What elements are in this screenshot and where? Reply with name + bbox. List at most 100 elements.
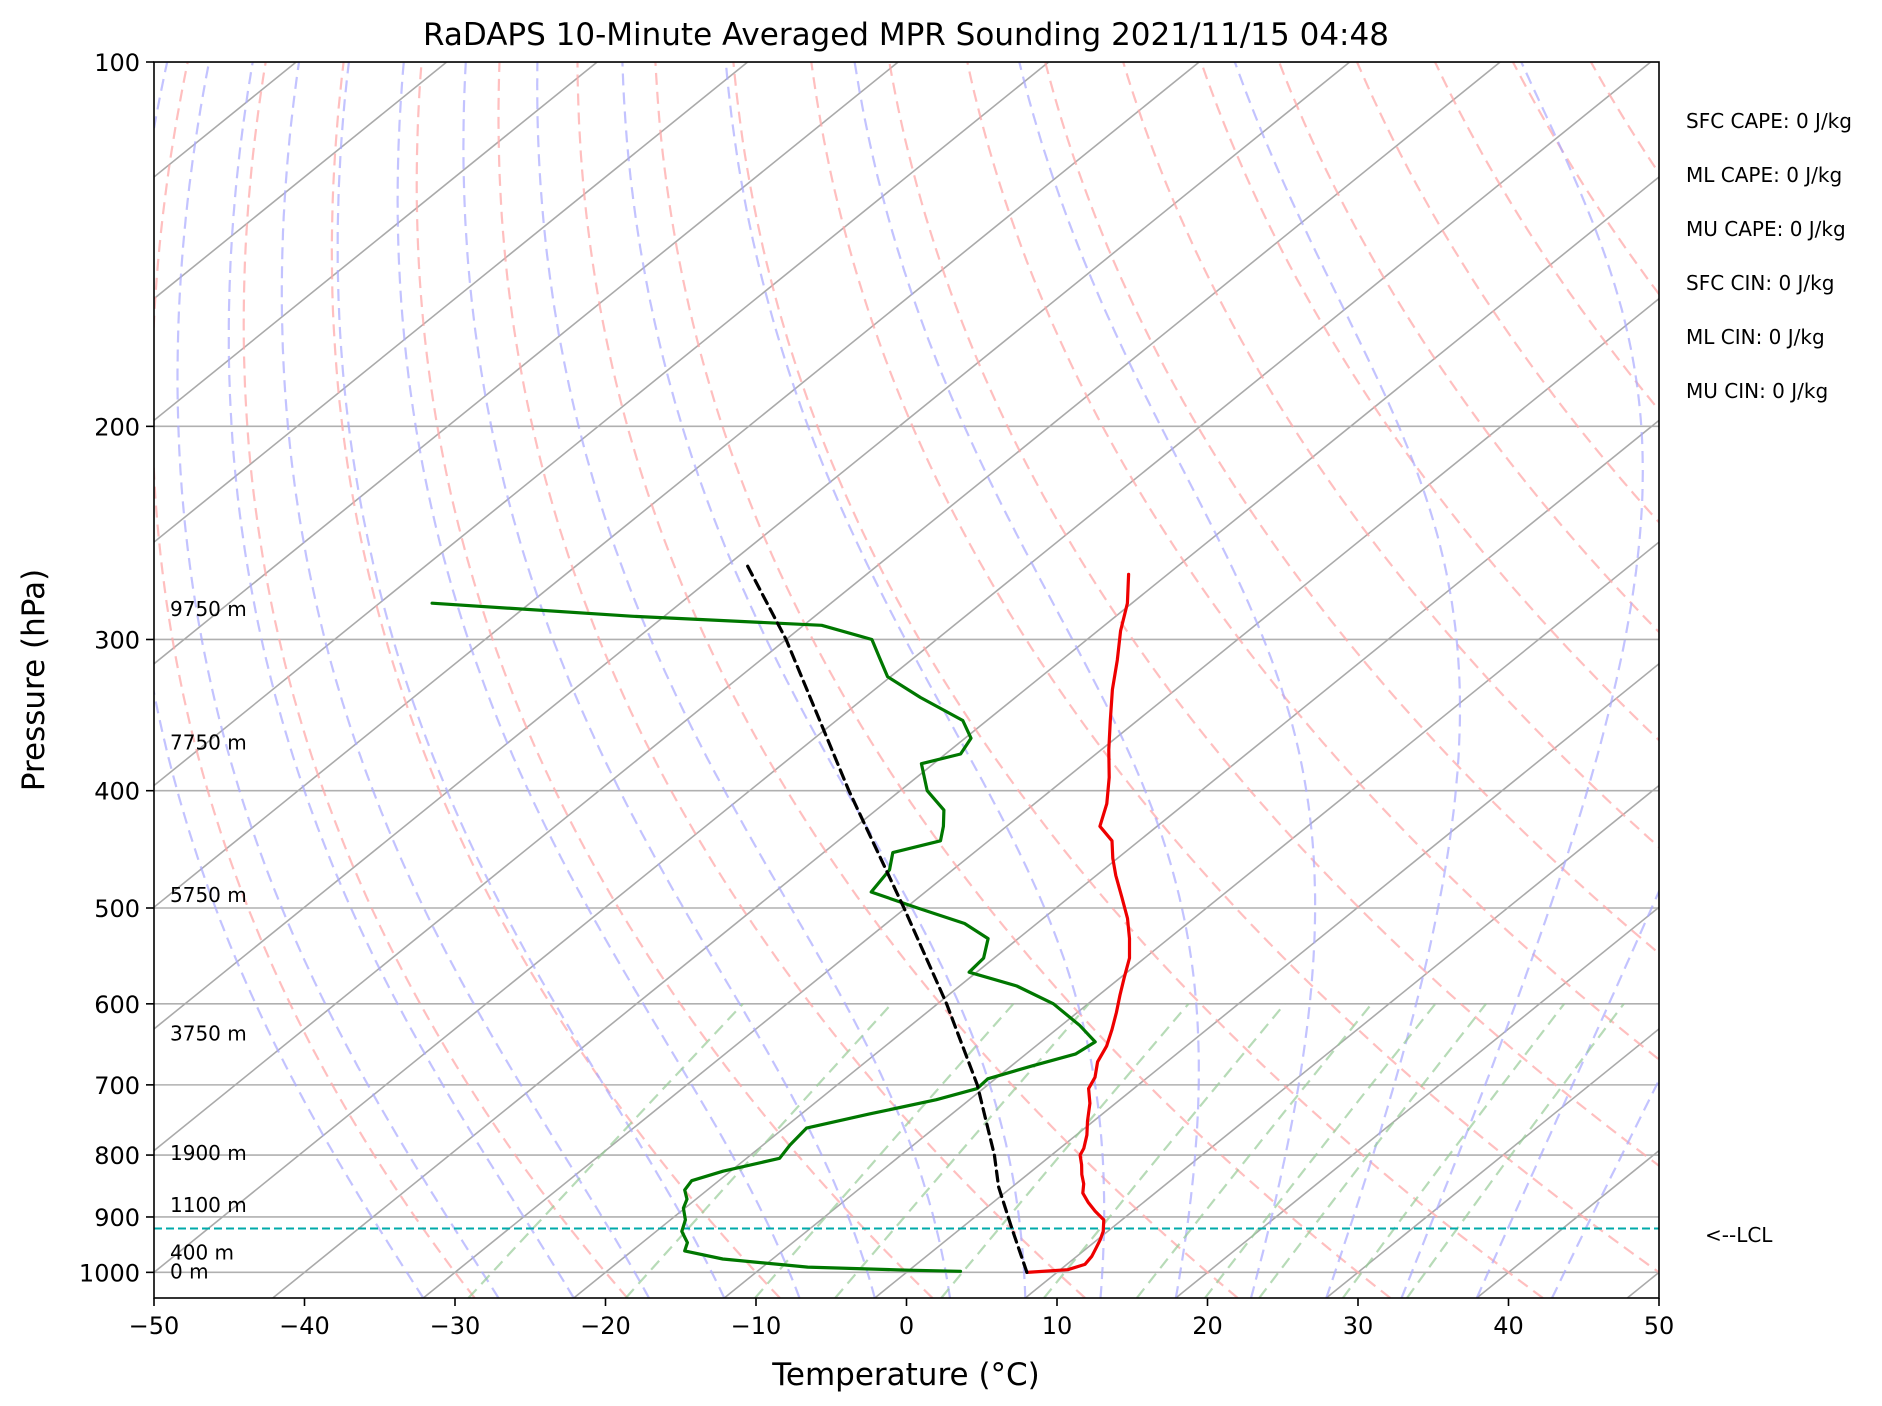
x-tick-label: −20 (580, 1312, 631, 1340)
dry-adiabat-line (1200, 62, 1659, 742)
mixing-ratio-line (624, 1003, 893, 1298)
isotherm-line (154, 62, 749, 544)
isotherm-line (154, 62, 1050, 787)
dry-adiabat-line (576, 62, 1239, 1298)
isotherm-line (154, 62, 598, 422)
moist-adiabat-line (853, 62, 1200, 1298)
moist-adiabat-line (536, 62, 952, 1298)
dry-adiabat-line (888, 62, 1659, 1168)
y-tick-label: 1000 (79, 1259, 140, 1287)
isotherm-line (422, 297, 1659, 1298)
height-label: 400 m (170, 1241, 234, 1265)
height-label: 1900 m (170, 1141, 247, 1165)
temperature-line (1025, 572, 1132, 1274)
isotherm-line (1325, 1027, 1659, 1298)
isotherm-line (154, 62, 1652, 1274)
dry-adiabat-lines (154, 62, 1659, 1298)
dry-adiabat-line (415, 62, 934, 1298)
mixing-ratio-line (467, 1003, 744, 1298)
moist-adiabat-line (227, 62, 575, 1298)
isotherm-line (1175, 906, 1659, 1298)
parcel-line (745, 562, 1029, 1274)
lcl-label: <--LCL (1705, 1223, 1773, 1247)
isotherm-line (154, 62, 1501, 1152)
x-tick-label: −40 (279, 1312, 330, 1340)
x-tick-label: 20 (1192, 1312, 1223, 1340)
isotherm-line (154, 62, 1200, 909)
y-tick-label: 600 (94, 991, 140, 1019)
y-tick-label: 800 (94, 1142, 140, 1170)
moist-adiabat-lines (154, 62, 1659, 1298)
moist-adiabat-line (1551, 1077, 1659, 1298)
isotherm-line (874, 662, 1659, 1298)
moist-adiabat-line (462, 62, 876, 1298)
stability-index: SFC CIN: 0 J/kg (1686, 271, 1834, 295)
x-axis-ticks: −50 −40 −30 −20 −10 0 10 20 30 40 50 (129, 1298, 1675, 1340)
x-tick-label: −50 (129, 1312, 180, 1340)
dewpoint-line (430, 601, 1097, 1273)
y-axis-label: Pressure (hPa) (16, 569, 52, 791)
isotherm-line (1024, 784, 1659, 1298)
stability-index: MU CAPE: 0 J/kg (1686, 217, 1846, 241)
y-tick-label: 200 (94, 413, 140, 441)
y-tick-label: 400 (94, 778, 140, 806)
mixing-ratio-line (1043, 1003, 1286, 1298)
dry-adiabat-line (966, 62, 1659, 1061)
moist-adiabat-line (724, 62, 1106, 1298)
x-tick-label: −30 (430, 1312, 481, 1340)
moist-adiabat-line (336, 62, 726, 1298)
mixing-ratio-line (1204, 1003, 1437, 1298)
moist-adiabat-line (396, 62, 801, 1298)
isotherm-line (272, 175, 1659, 1298)
moist-adiabat-line (1233, 62, 1462, 1298)
dry-adiabat-line (1044, 62, 1659, 955)
x-tick-label: 50 (1644, 1312, 1675, 1340)
mixing-ratio-line (834, 1003, 1090, 1298)
height-label: 5750 m (170, 883, 247, 907)
x-tick-label: 0 (899, 1312, 914, 1340)
y-tick-label: 900 (94, 1204, 140, 1232)
isotherm-line (154, 62, 1351, 1030)
y-tick-label: 500 (94, 895, 140, 923)
mixing-ratio-lines (467, 1003, 1625, 1298)
y-tick-label: 100 (94, 49, 140, 77)
dry-adiabat-line (154, 62, 476, 1298)
x-tick-label: 40 (1493, 1312, 1524, 1340)
mixing-ratio-line (1135, 1003, 1373, 1298)
stability-indices: SFC CAPE: 0 J/kg ML CAPE: 0 J/kg MU CAPE: … (1686, 109, 1852, 403)
x-tick-label: −10 (731, 1312, 782, 1340)
mixing-ratio-line (940, 1003, 1190, 1298)
moist-adiabat-line (280, 62, 650, 1298)
y-axis-ticks: 1000 900 800 700 600 500 400 300 200 100 (79, 49, 154, 1287)
dry-adiabat-line (497, 62, 1086, 1298)
stability-index: ML CIN: 0 J/kg (1686, 325, 1825, 349)
x-tick-label: 30 (1343, 1312, 1374, 1340)
dry-adiabat-line (1355, 62, 1659, 524)
y-tick-label: 300 (94, 626, 140, 654)
x-tick-label: 10 (1042, 1312, 1073, 1340)
isotherm-line (573, 419, 1659, 1298)
stability-index: ML CAPE: 0 J/kg (1686, 163, 1842, 187)
mixing-ratio-line (1342, 1003, 1566, 1298)
mixing-ratio-line (1406, 1003, 1625, 1298)
sounding-series (430, 562, 1132, 1274)
moist-adiabat-line (1018, 62, 1317, 1298)
isotherm-line (154, 62, 448, 300)
height-label: 3750 m (170, 1022, 247, 1046)
moist-adiabat-line (1400, 62, 1644, 1298)
moist-adiabat-line (621, 62, 1027, 1298)
x-axis-label: Temperature (°C) (771, 1357, 1040, 1393)
height-label: 1100 m (170, 1193, 247, 1217)
dry-adiabat-line (1122, 62, 1659, 849)
mixing-ratio-line (754, 1003, 1015, 1298)
height-label: 7750 m (170, 731, 247, 755)
stability-index: MU CIN: 0 J/kg (1686, 379, 1828, 403)
height-label: 0 m (170, 1259, 209, 1283)
moist-adiabat-line (176, 62, 500, 1298)
dry-adiabat-line (810, 62, 1659, 1274)
dry-adiabat-line (732, 62, 1544, 1298)
dry-adiabat-line (242, 62, 629, 1298)
chart-title: RaDAPS 10-Minute Averaged MPR Sounding 2… (423, 17, 1389, 53)
mixing-ratio-line (1258, 1003, 1487, 1298)
